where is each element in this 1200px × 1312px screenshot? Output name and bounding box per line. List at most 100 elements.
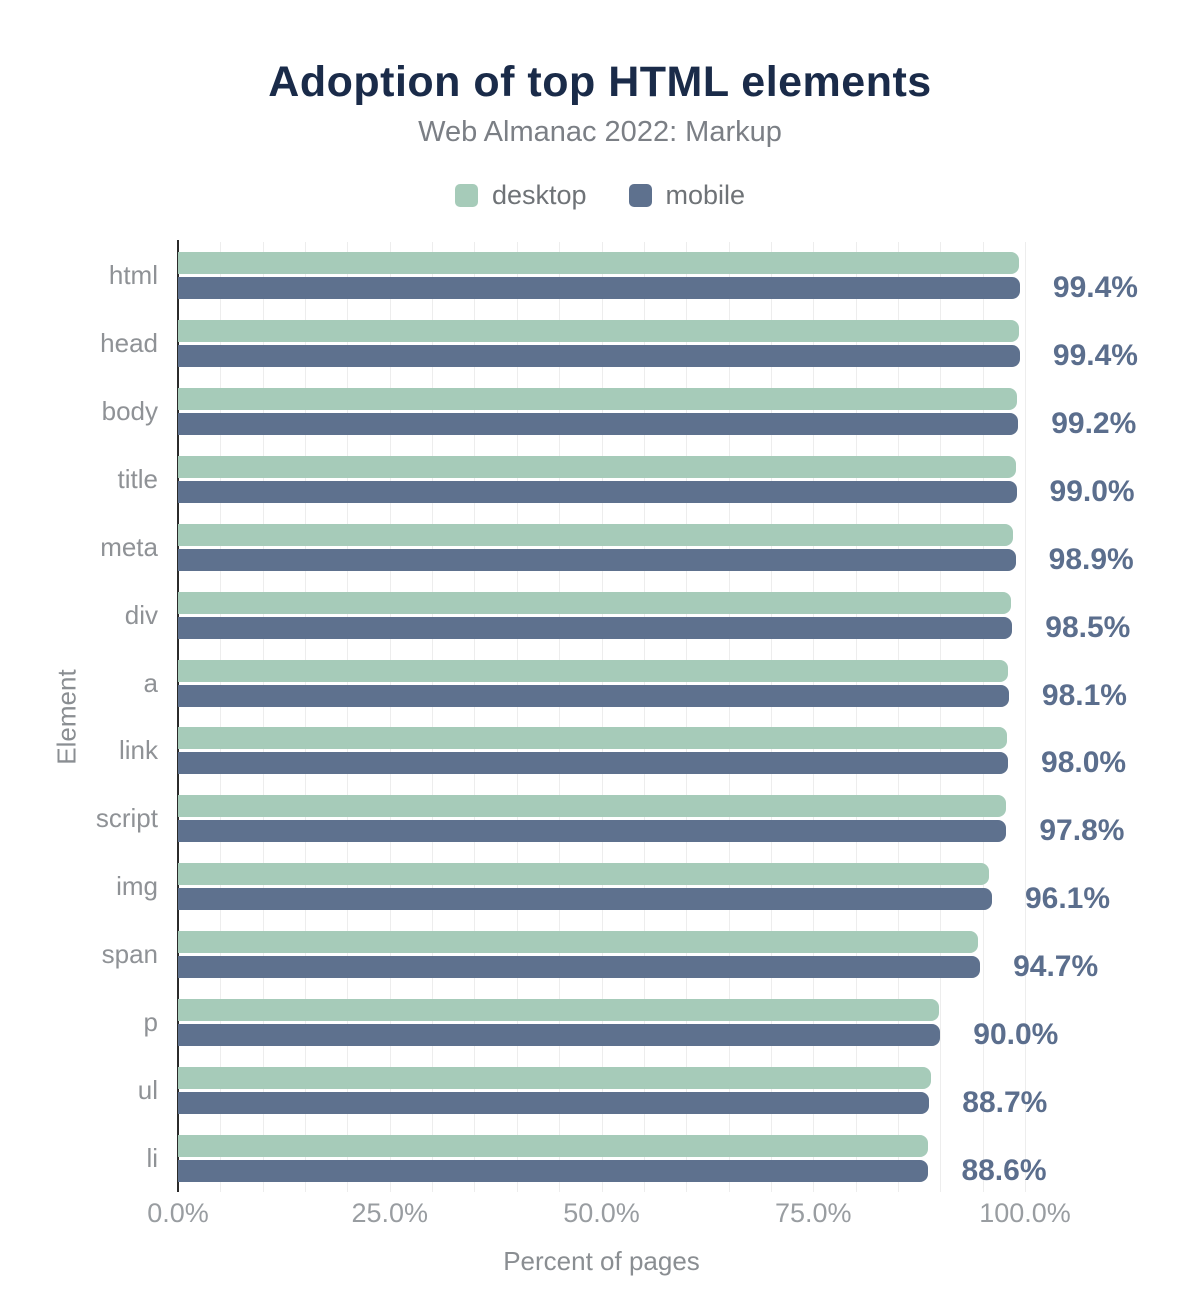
legend-item-mobile[interactable]: mobile bbox=[628, 180, 746, 211]
bar-desktop-head[interactable] bbox=[178, 320, 1020, 343]
bar-mobile-a[interactable] bbox=[178, 684, 1009, 707]
bar-desktop-a[interactable] bbox=[178, 659, 1009, 682]
mobile-swatch-icon bbox=[628, 184, 652, 207]
bar-desktop-body[interactable] bbox=[178, 388, 1018, 411]
grid-line bbox=[432, 242, 434, 1192]
legend-label-mobile: mobile bbox=[665, 180, 746, 210]
bar-mobile-img[interactable] bbox=[178, 888, 992, 911]
y-axis-line bbox=[177, 240, 179, 1192]
bar-mobile-link[interactable] bbox=[178, 752, 1009, 775]
grid-line bbox=[940, 242, 942, 1192]
bar-mobile-span[interactable] bbox=[178, 955, 981, 978]
bar-mobile-head[interactable] bbox=[178, 345, 1020, 368]
grid-line bbox=[262, 242, 264, 1192]
bar-desktop-ul[interactable] bbox=[178, 1066, 931, 1089]
bar-mobile-title[interactable] bbox=[178, 480, 1017, 503]
bar-desktop-p[interactable] bbox=[178, 998, 940, 1021]
bar-mobile-ul[interactable] bbox=[178, 1091, 930, 1114]
bar-group-span: 94.7% bbox=[178, 921, 1178, 989]
bar-mobile-html[interactable] bbox=[178, 277, 1020, 300]
x-axis-title: Percent of pages bbox=[503, 1246, 700, 1276]
y-axis-title: Element bbox=[51, 669, 82, 765]
grid-line bbox=[474, 242, 476, 1192]
value-label-script: 97.8% bbox=[1039, 814, 1125, 848]
category-label-html: html bbox=[108, 260, 158, 291]
value-label-link: 98.0% bbox=[1041, 746, 1127, 780]
bar-desktop-div[interactable] bbox=[178, 591, 1012, 614]
legend: desktop mobile bbox=[0, 180, 1200, 211]
grid-line bbox=[389, 242, 391, 1192]
bar-group-link: 98.0% bbox=[178, 717, 1178, 785]
grid-line bbox=[516, 242, 518, 1192]
grid-line bbox=[1025, 242, 1026, 1192]
grid-line bbox=[559, 242, 561, 1192]
category-label-ul: ul bbox=[137, 1074, 158, 1105]
bar-desktop-meta[interactable] bbox=[178, 523, 1014, 546]
x-tick-50.0%: 50.0% bbox=[563, 1198, 640, 1228]
bar-group-p: 90.0% bbox=[178, 988, 1178, 1056]
grid-line bbox=[220, 242, 222, 1192]
grid-line bbox=[347, 242, 349, 1192]
bar-desktop-link[interactable] bbox=[178, 727, 1008, 750]
category-label-body: body bbox=[101, 396, 158, 427]
chart-subtitle: Web Almanac 2022: Markup bbox=[418, 116, 782, 148]
bar-mobile-li[interactable] bbox=[178, 1159, 929, 1182]
bar-group-body: 99.2% bbox=[178, 378, 1178, 446]
bar-mobile-meta[interactable] bbox=[178, 548, 1016, 571]
legend-item-desktop[interactable]: desktop bbox=[454, 180, 587, 211]
bar-desktop-title[interactable] bbox=[178, 455, 1016, 478]
bar-desktop-html[interactable] bbox=[178, 252, 1020, 275]
chart-title: Adoption of top HTML elements bbox=[268, 58, 932, 106]
value-label-li: 88.6% bbox=[961, 1153, 1047, 1187]
x-tick-0.0%: 0.0% bbox=[147, 1198, 209, 1228]
bar-group-html: 99.4% bbox=[178, 242, 1178, 310]
category-label-span: span bbox=[101, 938, 158, 969]
grid-line bbox=[601, 242, 603, 1192]
value-label-body: 99.2% bbox=[1051, 407, 1137, 441]
value-label-span: 94.7% bbox=[1013, 949, 1099, 983]
bar-group-script: 97.8% bbox=[178, 785, 1178, 853]
bar-group-ul: 88.7% bbox=[178, 1056, 1178, 1124]
grid-line bbox=[897, 242, 899, 1192]
bar-group-li: 88.6% bbox=[178, 1124, 1178, 1192]
bar-group-head: 99.4% bbox=[178, 310, 1178, 378]
bar-desktop-li[interactable] bbox=[178, 1134, 929, 1157]
value-label-meta: 98.9% bbox=[1048, 542, 1134, 576]
category-label-meta: meta bbox=[100, 531, 158, 562]
category-label-head: head bbox=[100, 328, 158, 359]
bar-mobile-body[interactable] bbox=[178, 413, 1019, 436]
category-label-p: p bbox=[143, 1006, 158, 1037]
category-label-a: a bbox=[143, 667, 158, 698]
value-label-ul: 88.7% bbox=[962, 1085, 1048, 1119]
x-axis-tick-labels: 0.0% 25.0% 50.0% 75.0% 100.0% bbox=[147, 1198, 1178, 1232]
bar-desktop-script[interactable] bbox=[178, 795, 1006, 818]
value-label-title: 99.0% bbox=[1049, 474, 1135, 508]
category-label-li: li bbox=[146, 1142, 158, 1173]
grid-line bbox=[728, 242, 730, 1192]
grid-line bbox=[813, 242, 815, 1192]
category-label-link: link bbox=[118, 735, 158, 766]
plot-area: 99.4% 99.4% 99.2% 99.0% 98.9% 98.5% 98.1% 98.0%… bbox=[178, 242, 1178, 1192]
x-tick-100.0%: 100.0% bbox=[979, 1198, 1071, 1228]
grid-line bbox=[686, 242, 688, 1192]
bar-group-img: 96.1% bbox=[178, 853, 1178, 921]
x-tick-25.0%: 25.0% bbox=[351, 1198, 429, 1228]
bar-mobile-script[interactable] bbox=[178, 820, 1007, 843]
bar-desktop-span[interactable] bbox=[178, 930, 978, 953]
bar-desktop-img[interactable] bbox=[178, 863, 990, 886]
desktop-swatch-icon bbox=[454, 184, 478, 207]
value-label-img: 96.1% bbox=[1024, 882, 1111, 916]
value-label-p: 90.0% bbox=[973, 1017, 1059, 1051]
value-label-head: 99.4% bbox=[1052, 339, 1138, 373]
category-label-script: script bbox=[95, 803, 158, 834]
value-label-html: 99.4% bbox=[1052, 271, 1138, 305]
bar-group-div: 98.5% bbox=[178, 581, 1178, 649]
bar-mobile-p[interactable] bbox=[178, 1023, 941, 1046]
category-label-div: div bbox=[124, 599, 158, 630]
bar-group-meta: 98.9% bbox=[178, 513, 1178, 581]
y-axis-category-labels: html head body title meta div a link script img sp… bbox=[0, 242, 168, 1192]
x-tick-75.0%: 75.0% bbox=[774, 1198, 852, 1228]
bar-mobile-div[interactable] bbox=[178, 616, 1013, 639]
category-label-img: img bbox=[116, 871, 158, 902]
